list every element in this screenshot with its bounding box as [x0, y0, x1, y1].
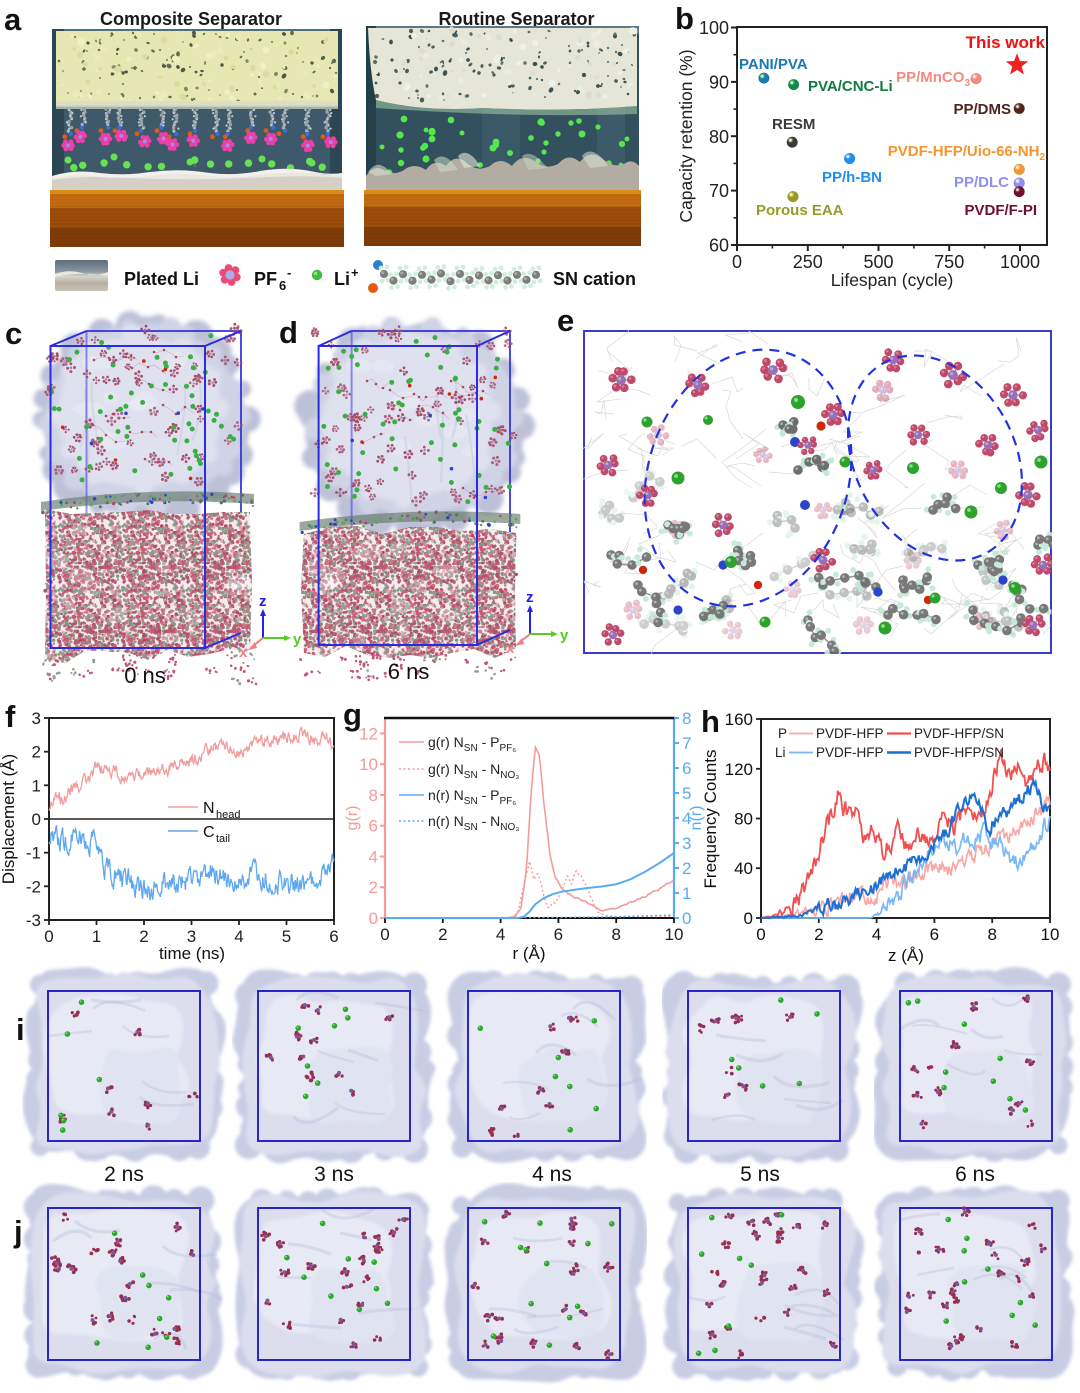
svg-text:y: y — [560, 627, 569, 644]
svg-text:6: 6 — [279, 278, 286, 293]
svg-text:-: - — [287, 265, 291, 280]
svg-text:100: 100 — [699, 18, 729, 38]
svg-text:PF: PF — [254, 269, 277, 289]
svg-text:250: 250 — [793, 252, 823, 272]
svg-text:PP/MnCO3: PP/MnCO3 — [896, 69, 970, 89]
svg-text:80: 80 — [709, 127, 729, 147]
svg-text:PVDF-HFP/Uio-66-NH2: PVDF-HFP/Uio-66-NH2 — [888, 143, 1046, 163]
svg-text:x: x — [506, 640, 515, 657]
svg-text:750: 750 — [934, 252, 964, 272]
svg-text:70: 70 — [709, 181, 729, 201]
svg-text:500: 500 — [863, 252, 893, 272]
svg-text:+: + — [351, 265, 359, 280]
svg-text:6 ns: 6 ns — [388, 659, 430, 684]
svg-text:PVA/CNC-Li: PVA/CNC-Li — [808, 78, 893, 95]
svg-text:Plated Li: Plated Li — [124, 269, 199, 289]
svg-text:PP/DMS: PP/DMS — [953, 101, 1011, 118]
svg-text:PVDF/F-PI: PVDF/F-PI — [964, 202, 1037, 219]
svg-text:Li: Li — [334, 269, 350, 289]
svg-text:1000: 1000 — [1000, 252, 1040, 272]
svg-text:Porous EAA: Porous EAA — [756, 202, 844, 219]
svg-text:x: x — [239, 644, 248, 661]
svg-text:z: z — [526, 589, 534, 606]
svg-text:Lifespan (cycle): Lifespan (cycle) — [831, 270, 954, 290]
svg-text:PANI/PVA: PANI/PVA — [739, 56, 808, 73]
svg-text:90: 90 — [709, 72, 729, 92]
svg-text:0: 0 — [732, 252, 742, 272]
svg-text:z: z — [259, 593, 267, 610]
svg-text:This work: This work — [966, 33, 1046, 52]
svg-text:0 ns: 0 ns — [124, 663, 166, 688]
svg-text:y: y — [293, 631, 302, 648]
svg-text:SN cation: SN cation — [553, 269, 636, 289]
svg-text:Capacity retention (%): Capacity retention (%) — [676, 49, 696, 222]
svg-text:PP/DLC: PP/DLC — [954, 174, 1009, 191]
svg-text:60: 60 — [709, 236, 729, 256]
svg-text:RESM: RESM — [772, 116, 815, 133]
svg-text:PP/h-BN: PP/h-BN — [822, 169, 882, 186]
